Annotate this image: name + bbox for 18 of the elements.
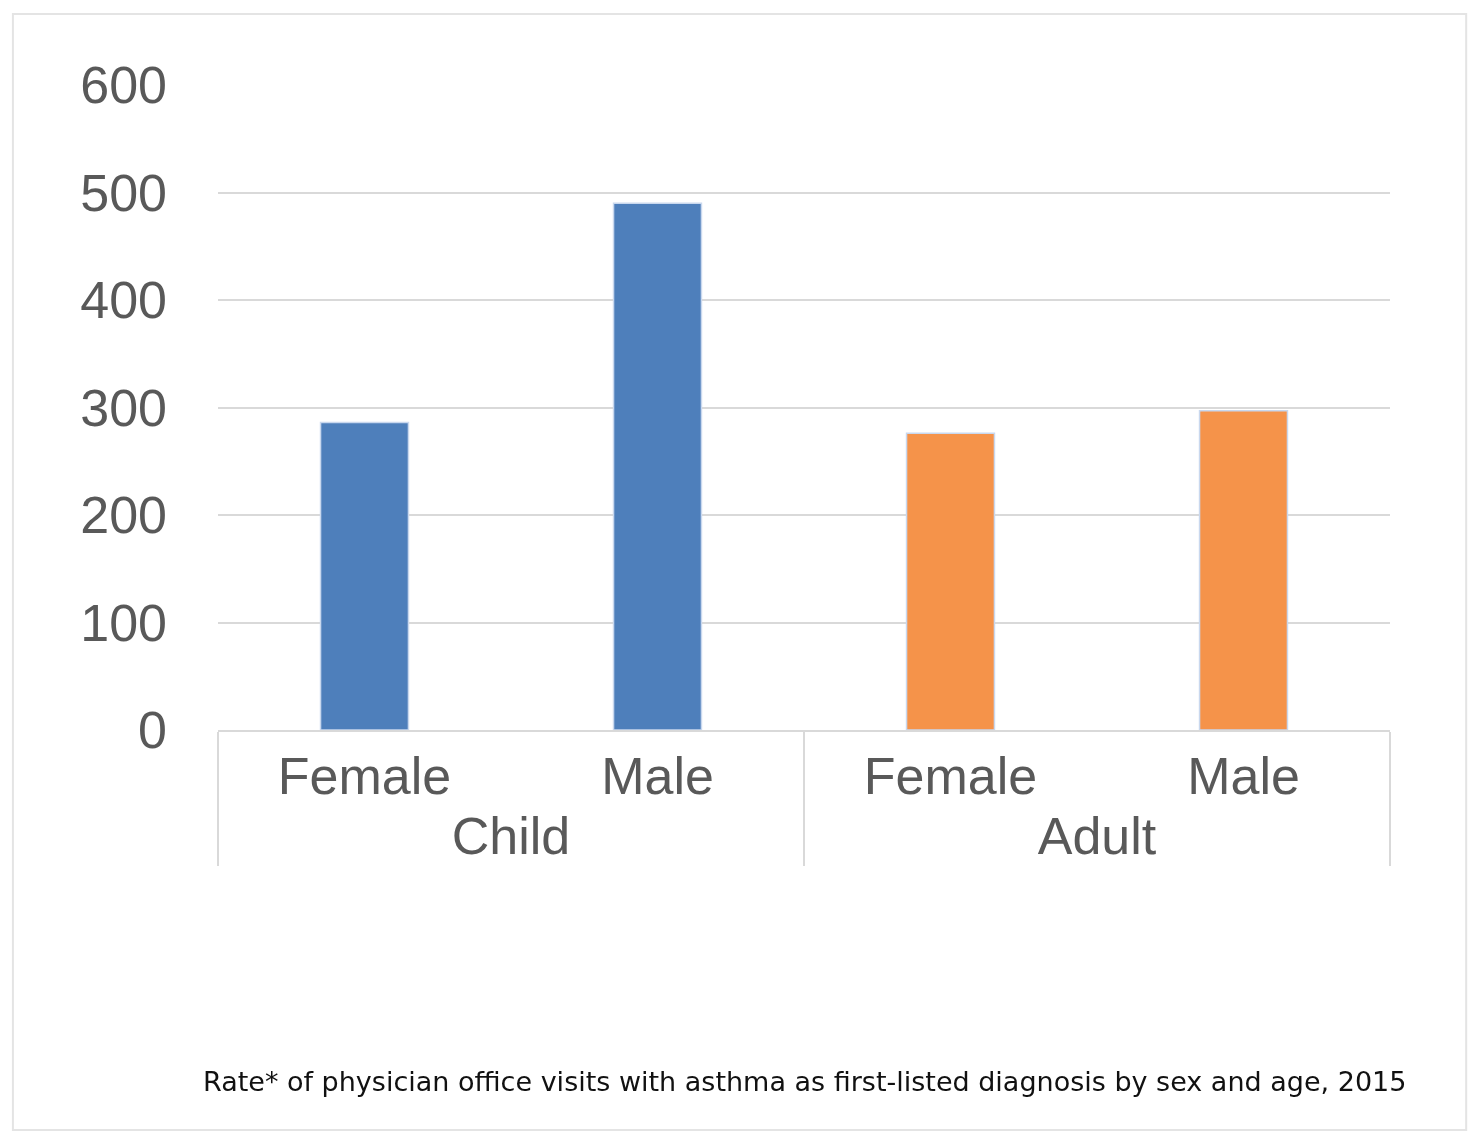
bar xyxy=(319,421,410,730)
x-tick-label: Female xyxy=(863,747,1038,806)
y-tick-label: 300 xyxy=(80,378,167,437)
y-tick-label: 0 xyxy=(138,701,167,760)
series-label: Child xyxy=(451,807,571,866)
bar xyxy=(612,202,703,730)
text: Rate* of physician office visits with asthma as first-listed diagnosis by sex and age, 2015 xyxy=(203,1066,1407,1097)
y-tick-label: 100 xyxy=(80,593,167,652)
y-tick-label: 400 xyxy=(80,271,167,330)
x-tick-label: Male xyxy=(1187,747,1300,806)
series-label: Adult xyxy=(1037,807,1157,866)
x-tick-label: Female xyxy=(277,747,452,806)
bar xyxy=(1198,409,1289,730)
x-tick-label: Male xyxy=(601,747,714,806)
bar xyxy=(905,432,996,730)
y-tick-label: 600 xyxy=(80,56,167,115)
y-tick-label: 200 xyxy=(80,486,167,545)
y-tick-label: 500 xyxy=(80,163,167,222)
